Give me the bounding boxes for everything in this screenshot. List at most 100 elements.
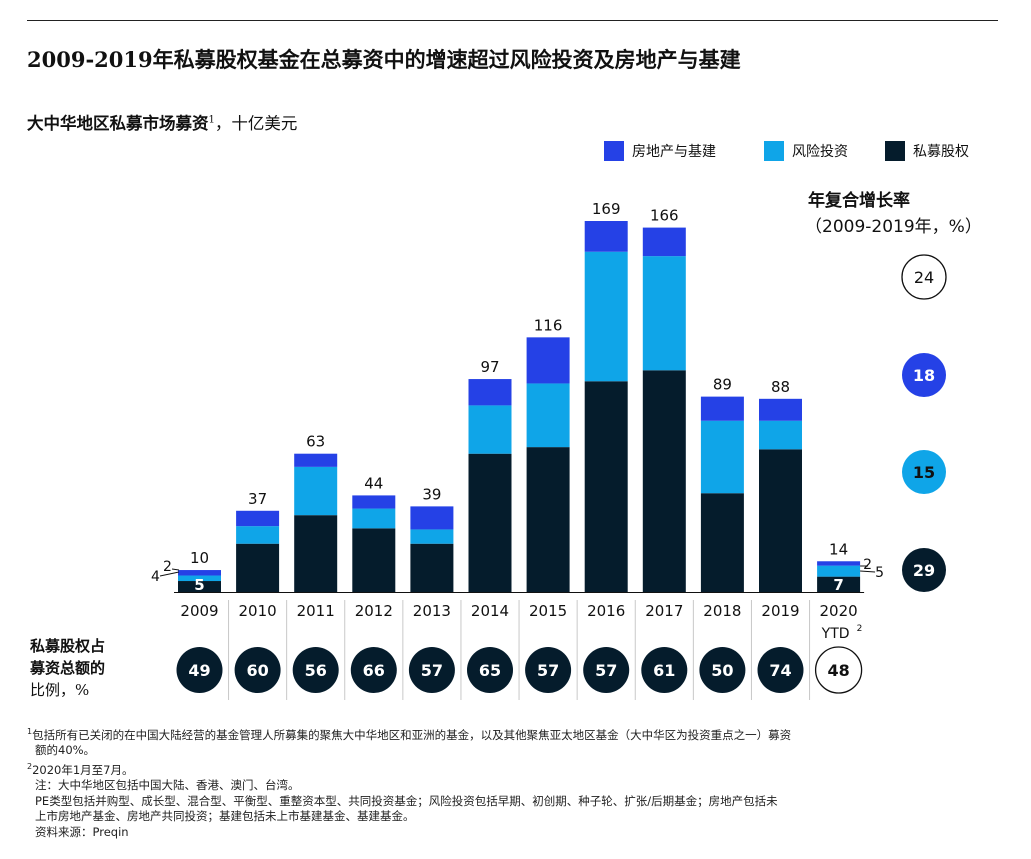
category-label-2014: 2014 [471,602,509,620]
total-label-2010: 37 [248,490,267,508]
bar-real-estate-2020 [817,561,861,566]
bar-venture-2015 [526,383,570,448]
total-label-2012: 44 [364,474,383,492]
pe-share-value-2013: 57 [421,661,443,680]
pe-share-circle-2016 [583,647,630,693]
bar-pe-2020 [817,576,861,592]
bar-real-estate-2015 [526,337,570,384]
bar-venture-2018 [700,420,744,494]
total-label-2011: 63 [306,433,325,451]
subtitle-text: 大中华地区私募市场募资 [27,114,209,133]
pe-share-circle-2009 [176,647,223,693]
pe-share-circle-2012 [350,647,397,693]
cagr-circle-1 [902,353,946,397]
bar-pe-2016 [584,381,628,592]
pe-share-circle-2020 [814,646,863,694]
bar-real-estate-2009 [178,570,221,576]
bar-venture-2019 [759,420,802,450]
side-leader-2009-vc [171,568,180,571]
pe-share-value-2011: 56 [305,661,327,680]
pe-share-circle-2017 [641,647,688,693]
cagr-title: 年复合增长率 [808,191,910,211]
total-label-2017: 166 [650,207,679,225]
legend-swatch-private-equity [885,141,905,161]
pe-share-value-2019: 74 [769,661,791,680]
footnote-1-line-1: 包括所有已关闭的在中国大陆经营的基金管理人所募集的聚焦大中华地区和亚洲的基金，以… [32,727,792,742]
bar-venture-2016 [584,251,628,382]
footnote-2: 22020年1月至7月。 [27,759,1002,778]
footnote-1-marker: 1 [27,727,33,736]
total-label-2020: 14 [829,540,848,558]
category-sublabel-2020: YTD [821,626,850,642]
pe-share-circle-2010 [234,647,281,693]
footnote-2-text: 2020年1月至7月。 [32,762,134,777]
bar-real-estate-2018 [700,396,744,421]
bar-venture-2014 [468,405,512,454]
pe-share-circle-2015 [525,647,572,693]
bar-pe-2010 [236,543,280,592]
pe-share-value-2014: 65 [479,661,501,680]
pe-share-value-2012: 66 [363,661,385,680]
category-label-2017: 2017 [645,602,683,620]
footnote-types-line-2: 上市房地产基金、房地产共同投资；基建包括未上市基建基金、基建基金。 [35,809,415,824]
footnote-source: 资料来源：Preqin [35,824,129,839]
side-label-2020-vc: 5 [875,565,884,581]
total-label-2009: 10 [190,549,209,567]
footnote-2-marker: 2 [27,761,33,771]
cagr-circle-0 [901,254,947,300]
bar-venture-2017 [642,256,686,371]
pe-share-circle-2014 [467,647,513,693]
side-leader-2009-re [159,571,180,577]
category-label-2015: 2015 [529,602,567,620]
legend-venture: 风险投资 [764,141,848,161]
category-label-2018: 2018 [703,602,741,620]
page-title: 2009-2019年私募股权基金在总募资中的增速超过风险投资及房地产与基建 [27,47,741,72]
subtitle-footnote-marker: 1 [208,114,215,126]
bar-pe-2017 [642,370,686,592]
bar-venture-2009 [178,575,221,582]
cagr-value-0: 24 [914,268,934,287]
legend-swatch-venture [764,141,784,161]
bar-pe-2012 [352,528,396,592]
bar-pe-2009 [178,581,221,592]
cagr-circle-3 [902,548,946,592]
category-label-2010: 2010 [239,602,277,620]
bar-pe-2018 [700,493,744,592]
bar-pe-2011 [294,515,338,592]
bar-pe-2015 [526,447,570,592]
subtitle-unit: ，十亿美元 [214,114,298,133]
total-label-2015: 116 [534,316,563,334]
footnote-note: 注：大中华地区包括中国大陆、香港、澳门、台湾。 [35,778,300,793]
category-sublabel-sup-2020: 2 [857,624,863,634]
legend-private-equity: 私募股权 [885,141,969,161]
total-label-2018: 89 [713,376,732,394]
category-label-2012: 2012 [355,602,393,620]
legend-swatch-real-estate [604,141,624,161]
chart-subtitle: 大中华地区私募市场募资1，十亿美元 [27,110,297,134]
category-label-2009: 2009 [180,602,218,620]
pe-share-value-2020: 48 [827,661,849,680]
legend-label-private-equity: 私募股权 [913,144,969,160]
inside-label-2020: 7 [833,576,843,594]
legend-label-real-estate: 房地产与基建 [632,144,716,160]
pe-share-value-2015: 57 [537,661,559,680]
bar-venture-2010 [236,526,280,544]
bar-real-estate-2014 [468,379,512,406]
pe-share-value-2018: 50 [711,661,733,680]
bar-pe-2013 [410,543,454,592]
pe-share-value-2009: 49 [188,661,210,680]
pe-share-value-2016: 57 [595,661,617,680]
cagr-value-2: 15 [913,463,935,482]
category-label-2019: 2019 [761,602,799,620]
total-label-2013: 39 [422,485,441,503]
bar-venture-2013 [410,529,454,544]
cagr-circle-2 [902,450,946,494]
bar-real-estate-2013 [410,506,454,530]
pe-share-label: 私募股权占 募资总额的 比例，% [30,635,105,701]
pe-share-value-2010: 60 [246,661,268,680]
inside-label-2009: 5 [194,576,204,594]
bar-real-estate-2017 [642,227,686,257]
bar-real-estate-2016 [584,221,628,252]
pe-share-label-line-1: 私募股权占 [30,637,106,655]
